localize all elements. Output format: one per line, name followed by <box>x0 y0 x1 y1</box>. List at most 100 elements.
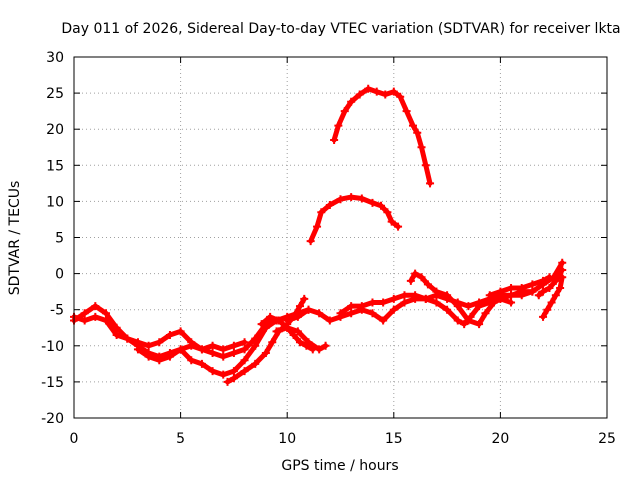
data-point <box>481 309 490 318</box>
data-point <box>377 201 386 210</box>
data-point <box>317 208 326 217</box>
data-point <box>240 345 249 354</box>
data-point <box>347 97 356 106</box>
data-point <box>325 316 334 325</box>
x-tick-labels: 0 5 10 15 20 25 <box>70 431 616 447</box>
data-point <box>517 284 526 293</box>
data-point <box>315 309 324 318</box>
data-point <box>133 338 142 347</box>
data-point <box>208 341 217 350</box>
data-point <box>372 87 381 96</box>
y-tick-label: 0 <box>55 267 64 283</box>
data-point <box>330 136 339 145</box>
x-tick-label: 0 <box>70 431 79 447</box>
x-tick-label: 25 <box>598 431 616 447</box>
data-point <box>80 309 89 318</box>
data-point <box>176 345 185 354</box>
data-point <box>261 349 270 358</box>
x-axis-label: GPS time / hours <box>281 458 398 474</box>
data-point <box>257 320 266 329</box>
data-point <box>321 341 330 350</box>
data-point <box>357 194 366 203</box>
data-point <box>381 90 390 99</box>
data-point <box>545 284 554 293</box>
series-arc-10 <box>485 273 554 300</box>
data-point <box>379 316 388 325</box>
data-point <box>266 312 275 321</box>
y-tick-label: 5 <box>55 231 64 247</box>
data-point <box>187 341 196 350</box>
data-point <box>91 302 100 311</box>
data-point <box>112 330 121 339</box>
data-point <box>347 193 356 202</box>
data-point <box>133 345 142 354</box>
series-arc-3 <box>133 338 249 365</box>
y-tick-label: 25 <box>46 86 64 102</box>
data-point <box>293 312 302 321</box>
data-point <box>347 302 356 311</box>
data-point <box>485 291 494 300</box>
data-series <box>70 84 567 386</box>
data-point <box>268 338 277 347</box>
data-point <box>251 359 260 368</box>
data-point <box>91 312 100 321</box>
y-tick-label: -15 <box>41 375 64 391</box>
data-point <box>534 291 543 300</box>
x-tick-label: 20 <box>491 431 509 447</box>
data-point <box>283 316 292 325</box>
data-point <box>274 316 283 325</box>
data-point <box>543 305 552 314</box>
data-point <box>411 269 420 278</box>
data-point <box>558 258 567 267</box>
series-trace <box>308 194 401 244</box>
data-point <box>394 222 403 231</box>
data-point <box>219 370 228 379</box>
data-point <box>357 302 366 311</box>
data-point <box>443 305 452 314</box>
y-tick-label: -20 <box>41 411 64 427</box>
data-point <box>389 294 398 303</box>
data-point <box>165 330 174 339</box>
data-point <box>240 367 249 376</box>
data-point <box>432 287 441 296</box>
data-point <box>528 280 537 289</box>
data-point <box>219 352 228 361</box>
data-point <box>387 217 396 226</box>
data-point <box>453 302 462 311</box>
data-point <box>496 287 505 296</box>
data-point <box>383 208 392 217</box>
data-point <box>443 291 452 300</box>
data-point <box>293 327 302 336</box>
data-point <box>283 323 292 332</box>
data-point <box>453 316 462 325</box>
data-point <box>80 316 89 325</box>
data-point <box>413 128 422 137</box>
data-point <box>464 302 473 311</box>
data-point <box>517 291 526 300</box>
axis-ticks <box>73 56 608 419</box>
series-arc-high <box>330 84 435 188</box>
data-point <box>507 298 516 307</box>
data-point <box>545 273 554 282</box>
y-tick-label: -5 <box>50 303 64 319</box>
data-point <box>197 345 206 354</box>
data-point <box>389 87 398 96</box>
y-tick-label: 20 <box>46 122 64 138</box>
data-point <box>464 316 473 325</box>
data-point <box>340 107 349 116</box>
x-tick-label: 15 <box>385 431 403 447</box>
x-tick-label: 5 <box>176 431 185 447</box>
series-arc-6 <box>272 323 330 354</box>
y-tick-label: 10 <box>46 194 64 210</box>
data-point <box>417 273 426 282</box>
data-point <box>507 291 516 300</box>
data-point <box>336 309 345 318</box>
data-point <box>551 291 560 300</box>
y-tick-label: 15 <box>46 158 64 174</box>
data-point <box>406 276 415 285</box>
data-point <box>421 161 430 170</box>
data-point <box>556 284 565 293</box>
data-point <box>223 377 232 386</box>
data-point <box>300 294 309 303</box>
data-point <box>229 341 238 350</box>
